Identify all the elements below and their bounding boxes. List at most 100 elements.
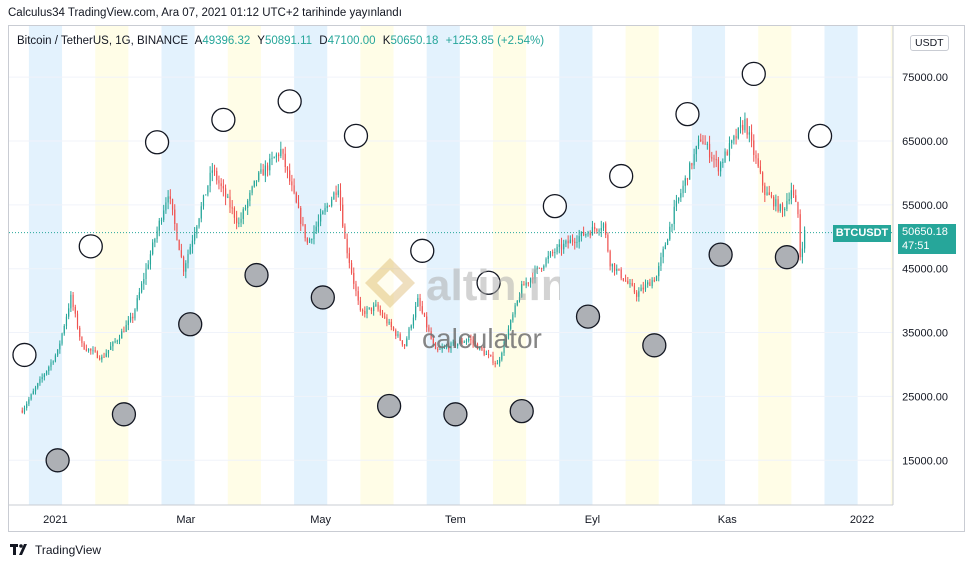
- candle-body: [59, 343, 61, 350]
- time-tick-label: May: [310, 514, 331, 526]
- candle-body: [499, 359, 501, 364]
- candle-body: [733, 136, 735, 141]
- candle-body: [191, 240, 194, 247]
- candle-body: [556, 246, 558, 253]
- candle-body: [401, 340, 403, 345]
- candle-body: [359, 300, 361, 311]
- candle-body: [280, 149, 282, 156]
- candle-body: [244, 207, 247, 210]
- candle-body: [445, 346, 448, 348]
- cycle-marker-hollow: [609, 163, 634, 189]
- candle-body: [415, 306, 417, 318]
- candle-body: [804, 230, 806, 249]
- candle-body: [746, 118, 748, 135]
- candle-body: [583, 231, 585, 236]
- candle-body: [620, 269, 622, 279]
- candle-body: [468, 338, 470, 341]
- candle-body: [534, 269, 536, 280]
- candle-body: [662, 249, 664, 258]
- candle-body: [52, 361, 54, 363]
- candle-body: [275, 154, 278, 158]
- candle-body: [487, 353, 490, 355]
- candle-body: [655, 276, 658, 282]
- candle-body: [510, 320, 512, 329]
- candle-body: [209, 172, 211, 186]
- candle-body: [370, 307, 373, 311]
- candle-body: [653, 280, 655, 282]
- cycle-band-cream: [625, 26, 659, 505]
- watermark-sub: calculator: [422, 323, 542, 354]
- cycle-marker-filled: [443, 402, 468, 427]
- cycle-marker-hollow: [277, 89, 302, 114]
- candle-body: [167, 196, 169, 203]
- cycle-marker-hollow: [343, 123, 369, 149]
- candle-body: [605, 223, 607, 235]
- price-tick-label: 45000.00: [902, 264, 948, 276]
- candle-body: [269, 158, 271, 171]
- candle-body: [779, 204, 781, 211]
- price-tick-label: 35000.00: [902, 328, 948, 340]
- candle-body: [410, 325, 412, 329]
- tradingview-brand: TradingView: [35, 543, 102, 557]
- candle-body: [443, 347, 445, 349]
- candle-body: [34, 387, 37, 392]
- candle-body: [594, 226, 596, 230]
- cycle-marker-filled: [178, 312, 203, 337]
- candle-body: [373, 305, 375, 311]
- time-tick-label: Mar: [176, 514, 195, 526]
- candle-body: [496, 363, 499, 365]
- candle-body: [574, 241, 576, 243]
- candle-body: [342, 204, 344, 227]
- candle-body: [609, 251, 611, 267]
- candle-body: [541, 268, 543, 270]
- candle-body: [686, 178, 689, 180]
- candle-body: [390, 321, 392, 328]
- candle-body: [262, 169, 264, 176]
- candle-body: [72, 294, 74, 307]
- price-axis-labels: 15000.00 25000.00 35000.00 45000.00 55000.00…: [902, 72, 948, 467]
- tradingview-footer[interactable]: TradingView: [10, 543, 101, 557]
- candle-body: [154, 239, 156, 243]
- candle-body: [680, 193, 682, 198]
- candle-body: [629, 283, 631, 285]
- cycle-marker-hollow: [144, 130, 170, 155]
- candle-body: [134, 309, 136, 319]
- candle-body: [229, 196, 231, 208]
- candle-body: [101, 356, 103, 360]
- candle-body: [644, 284, 647, 290]
- cycle-band-blue: [824, 26, 858, 505]
- candle-body: [205, 194, 207, 196]
- cycle-marker-filled: [376, 393, 402, 419]
- candle-body: [472, 340, 474, 344]
- candle-body: [801, 248, 803, 258]
- candle-body: [271, 157, 273, 159]
- cycle-band-blue: [559, 26, 593, 505]
- currency-unit-badge[interactable]: USDT: [910, 35, 949, 51]
- candle-body: [174, 209, 176, 224]
- cycle-marker-filled: [774, 245, 800, 270]
- candle-body: [697, 139, 700, 147]
- candle-body: [227, 196, 229, 198]
- change-value: +1253.85 (+2.54%): [445, 35, 545, 47]
- candle-body: [532, 278, 534, 280]
- candle-body: [397, 334, 399, 336]
- candle-body: [563, 243, 565, 250]
- candle-body: [518, 297, 521, 301]
- time-tick-label: 2022: [850, 514, 874, 526]
- cycle-marker-filled: [575, 304, 601, 329]
- candle-body: [691, 163, 693, 166]
- candle-body: [781, 204, 784, 210]
- cycle-band-cream: [95, 26, 129, 505]
- candle-body: [220, 183, 222, 187]
- candle-body: [412, 317, 415, 326]
- candle-body: [755, 154, 757, 159]
- candle-body: [624, 280, 627, 282]
- candle-body: [353, 272, 355, 284]
- candle-body: [70, 294, 72, 309]
- candle-body: [689, 163, 691, 180]
- candle-body: [308, 239, 311, 243]
- candle-body: [450, 342, 452, 350]
- candle-body: [788, 199, 790, 201]
- candle-body: [552, 252, 554, 254]
